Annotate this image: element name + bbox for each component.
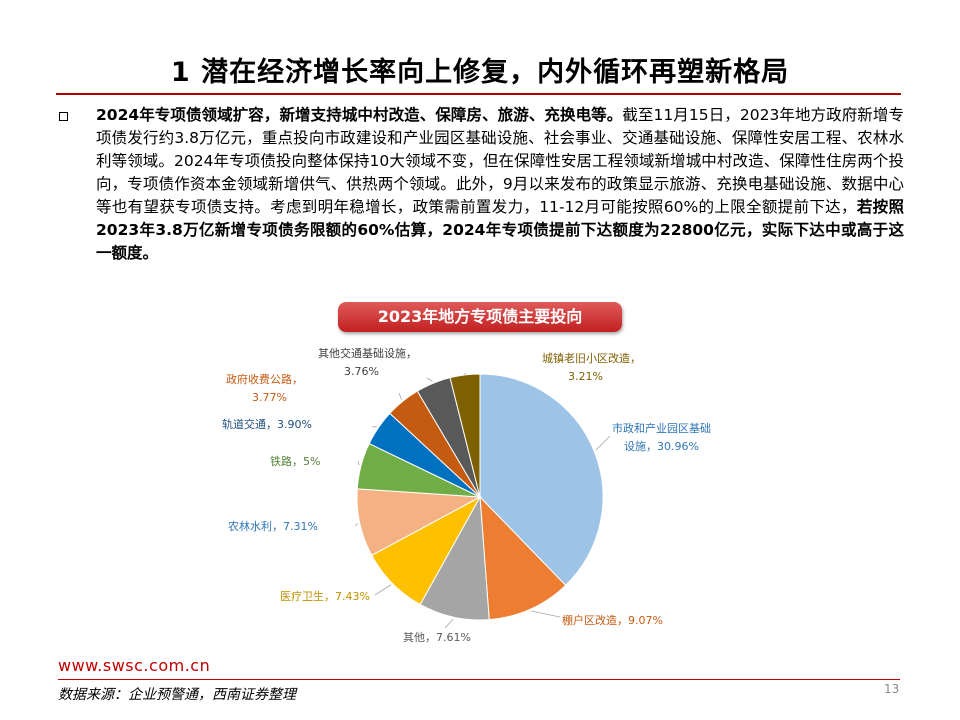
leader-line-5 [354, 523, 359, 527]
slice-label-4: 医疗卫生，7.43% [280, 589, 370, 603]
source-note: 数据来源：企业预警通，西南证券整理 [58, 687, 296, 703]
pie-slice-10 [449, 373, 481, 498]
leader-line-8 [398, 392, 402, 400]
leader-line-4 [374, 584, 392, 596]
body-bold-lead: 2024年专项债领域扩容，新增支持城中村改造、保障房、旅游、充换电等。 [96, 106, 623, 124]
leader-line-10 [464, 372, 467, 377]
body-paragraph: 2024年专项债领域扩容，新增支持城中村改造、保障房、旅游、充换电等。截至11月… [96, 104, 904, 265]
chart-title: 2023年地方专项债主要投向 [338, 302, 622, 332]
footer-divider [58, 679, 900, 680]
pie-slice-1 [479, 373, 604, 587]
body-bold-tail: 若按照2023年3.8万亿新增专项债务限额的60%估算，2024年专项债提前下达… [96, 198, 904, 262]
page-number: 13 [884, 682, 900, 696]
slide-title: 1 潜在经济增长率向上修复，内外循环再塑新格局 [170, 57, 790, 88]
slice-label-2: 棚户区改造，9.07% [562, 613, 663, 627]
slice-label-5: 农林水利，7.31% [228, 519, 318, 533]
leader-line-3 [444, 618, 454, 629]
body-text: 截至11月15日，2023年地方政府新增专项债发行约3.8万亿元，重点投向市政建… [96, 106, 904, 216]
slice-label-3: 其他，7.61% [403, 631, 471, 644]
slice-label-6: 铁路，5% [270, 455, 320, 468]
slice-label-9: 其他交通基础设施， 3.76% [318, 346, 417, 378]
leader-line-6 [357, 460, 360, 466]
leader-line-2 [531, 610, 561, 618]
footer-url: www.swsc.com.cn [58, 656, 211, 675]
bullet-square-icon [59, 112, 68, 121]
slice-label-7: 轨道交通，3.90% [222, 417, 312, 431]
title-divider [56, 93, 901, 95]
slice-label-1: 市政和产业园区基础设施，30.96% [612, 421, 711, 453]
slice-label-8: 政府收费公路， 3.77% [226, 372, 303, 404]
leader-line-1 [595, 435, 611, 451]
slice-label-10: 城镇老旧小区改造， 3.21% [542, 351, 641, 383]
leader-line-9 [426, 377, 433, 382]
pie-slice-2 [479, 495, 567, 621]
